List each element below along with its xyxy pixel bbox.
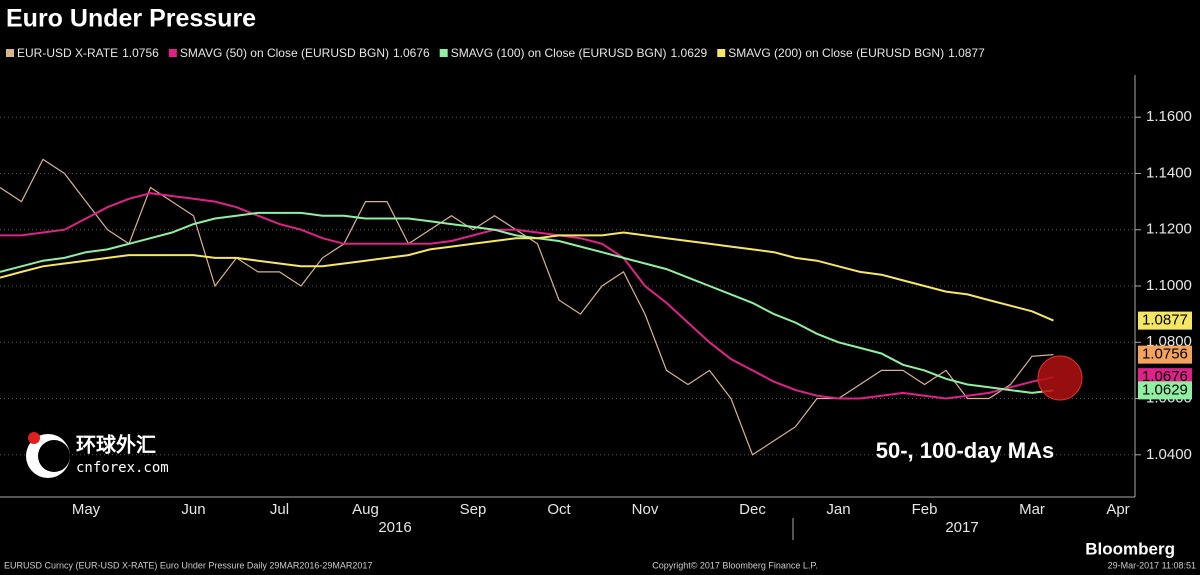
legend-label: SMAVG (200) on Close (EURUSD BGN) 1.0877 xyxy=(728,46,985,60)
watermark-logo xyxy=(28,432,40,444)
x-tick-label: Nov xyxy=(632,501,659,518)
x-tick-label: Aug xyxy=(352,501,379,518)
y-tick-label: 1.1200 xyxy=(1146,221,1192,238)
legend-value: 1.0629 xyxy=(671,46,708,60)
y-tick-label: 1.0400 xyxy=(1146,446,1192,463)
legend-swatch xyxy=(168,49,177,57)
legend-item: SMAVG (100) on Close (EURUSD BGN) 1.0629 xyxy=(439,46,708,60)
series-line xyxy=(0,192,1054,400)
watermark: 环球外汇 cnforex.com xyxy=(26,432,169,478)
highlight-circle xyxy=(1037,355,1083,401)
footer-left: EURUSD Curncy (EUR-USD X-RATE) Euro Unde… xyxy=(4,560,372,570)
legend-label: SMAVG (100) on Close (EURUSD BGN) 1.0629 xyxy=(451,46,708,60)
watermark-logo xyxy=(38,440,70,472)
y-tick-label: 1.1400 xyxy=(1146,164,1192,181)
legend-label: EUR-USD X-RATE 1.0756 xyxy=(17,46,159,60)
legend-swatch xyxy=(717,49,726,57)
footer-bar xyxy=(0,545,1200,575)
x-tick-label: Sep xyxy=(460,501,487,518)
x-tick-label: Oct xyxy=(547,501,571,518)
footer-right: 29-Mar-2017 11:08:51 xyxy=(1108,560,1196,570)
end-tag-label: 1.0756 xyxy=(1142,346,1188,363)
chart-title: Euro Under Pressure xyxy=(6,5,256,33)
watermark-name: 环球外汇 xyxy=(76,432,156,456)
legend-value: 1.0676 xyxy=(393,46,430,60)
plot-area xyxy=(0,116,1135,456)
year-label: 2017 xyxy=(945,519,978,536)
legend-name: SMAVG (200) on Close (EURUSD BGN) xyxy=(728,46,944,60)
legend-value: 1.0756 xyxy=(122,46,159,60)
x-tick-label: May xyxy=(72,501,101,518)
year-label: 2016 xyxy=(378,519,411,536)
x-tick-label: Feb xyxy=(912,501,938,518)
legend-item: SMAVG (200) on Close (EURUSD BGN) 1.0877 xyxy=(717,46,985,60)
series-line xyxy=(0,231,1054,322)
x-tick-label: Jan xyxy=(826,501,850,518)
x-tick-label: Apr xyxy=(1106,501,1129,518)
legend-name: SMAVG (50) on Close (EURUSD BGN) xyxy=(180,46,389,60)
end-tag xyxy=(1138,311,1192,330)
end-tag-label: 1.0676 xyxy=(1142,368,1188,385)
end-tag-label: 1.0629 xyxy=(1142,381,1188,398)
series-line xyxy=(0,211,1054,394)
legend-label: SMAVG (50) on Close (EURUSD BGN) 1.0676 xyxy=(180,46,430,60)
legend-name: EUR-USD X-RATE xyxy=(17,46,118,60)
legend-swatch xyxy=(439,49,448,57)
footer-center: Copyright© 2017 Bloomberg Finance L.P. xyxy=(652,560,818,570)
legend-name: SMAVG (100) on Close (EURUSD BGN) xyxy=(451,46,667,60)
x-tick-label: Dec xyxy=(739,501,766,518)
brand: Bloomberg xyxy=(1085,539,1175,558)
legend-swatch xyxy=(6,49,14,57)
end-tag xyxy=(1138,381,1192,400)
annotation: 50-, 100-day MAs xyxy=(876,438,1055,463)
x-tick-label: Jul xyxy=(270,501,289,518)
end-tag-label: 1.0877 xyxy=(1142,312,1188,329)
end-tag xyxy=(1138,345,1192,364)
x-tick-label: Jun xyxy=(181,501,205,518)
y-tick-label: 1.1000 xyxy=(1146,277,1192,294)
legend-item: SMAVG (50) on Close (EURUSD BGN) 1.0676 xyxy=(168,46,430,60)
y-tick-label: 1.1600 xyxy=(1146,108,1192,125)
legend-value: 1.0877 xyxy=(948,46,985,60)
legend-item: EUR-USD X-RATE 1.0756 xyxy=(6,46,159,60)
watermark-site: cnforex.com xyxy=(76,460,169,476)
x-tick-label: Mar xyxy=(1019,501,1045,518)
